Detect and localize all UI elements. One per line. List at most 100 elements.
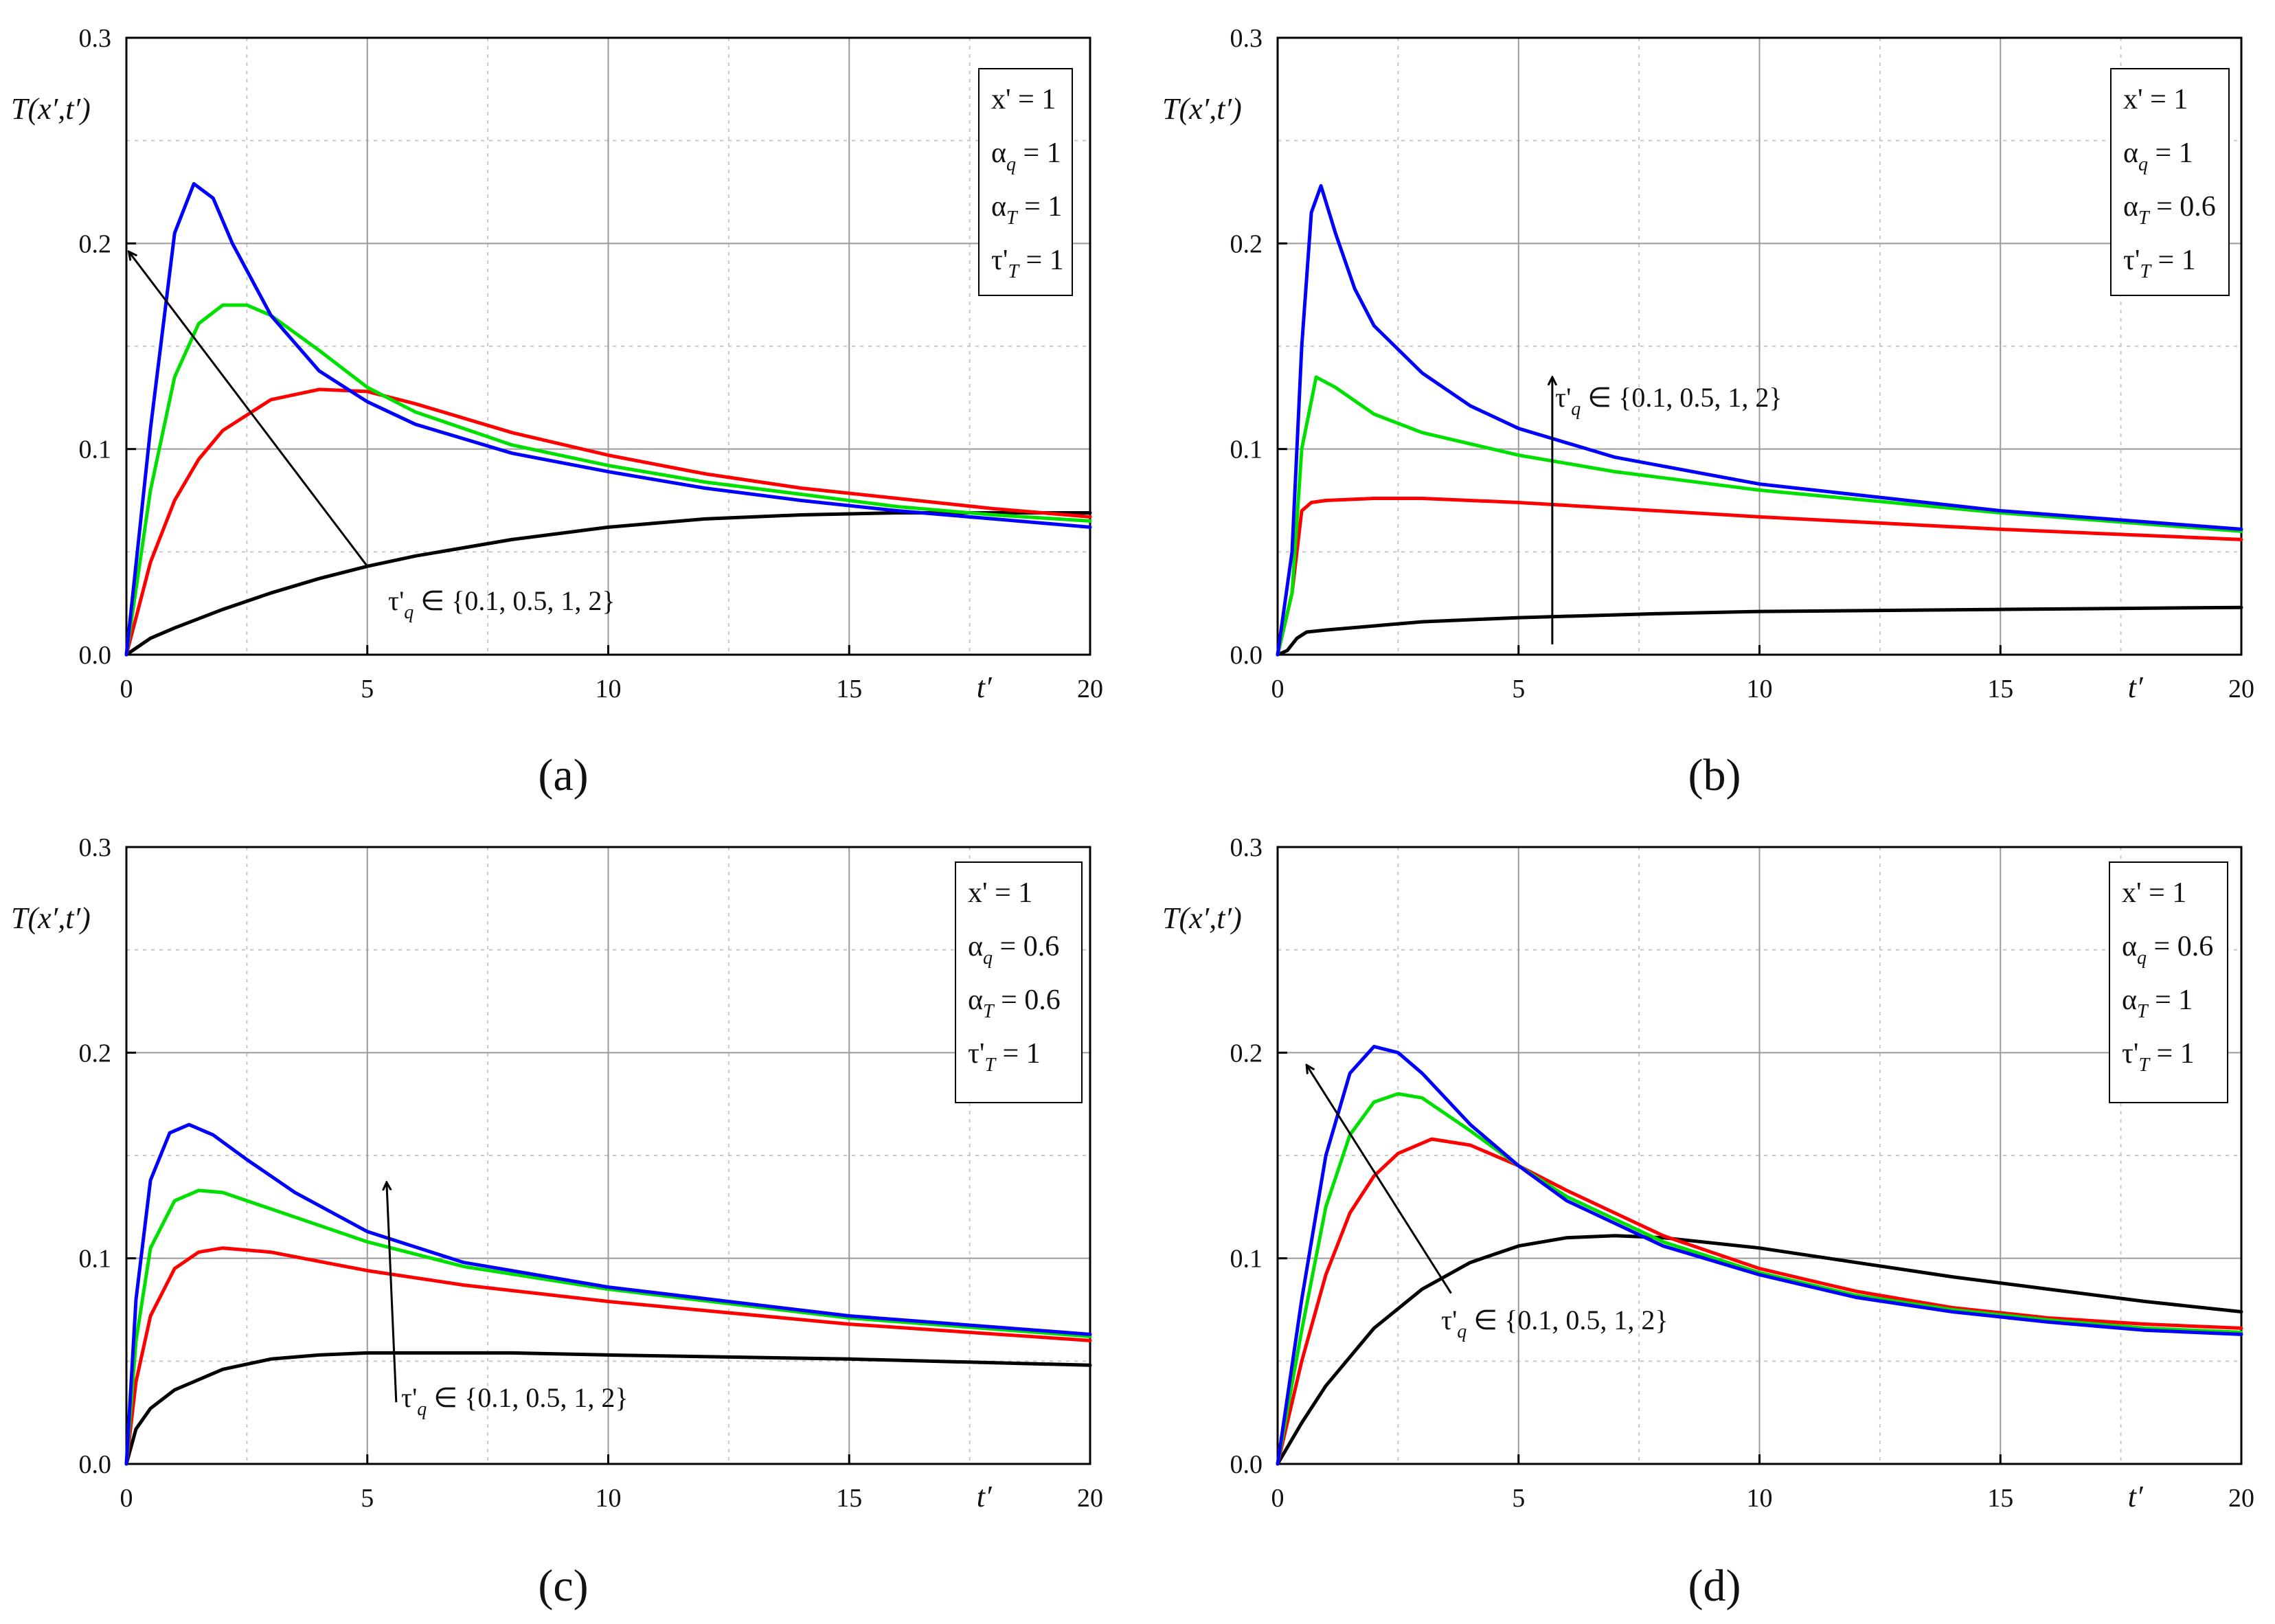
legend-rest: = 1 — [2149, 1038, 2195, 1070]
y-tick-label: 0.0 — [79, 1450, 112, 1479]
legend-entry: αT = 1 — [2122, 984, 2193, 1022]
y-tick-label: 0.0 — [1230, 641, 1263, 670]
panel-caption: (a) — [538, 750, 588, 800]
y-axis-title: T(x′,t′) — [11, 92, 91, 126]
legend-entry: αq = 1 — [991, 137, 1061, 175]
y-tick-label: 0.0 — [79, 641, 112, 670]
legend-rest: = 1 — [1019, 245, 1064, 276]
legend-main: τ' — [991, 245, 1008, 276]
x-tick-label: 15 — [1987, 675, 2013, 703]
legend-main: α — [2123, 191, 2138, 223]
y-axis-title: T(x′,t′) — [11, 901, 91, 935]
y-tick-label: 0.1 — [1230, 436, 1263, 464]
y-tick-label: 0.1 — [79, 436, 112, 464]
annotation-rest: ∈ {0.1, 0.5, 1, 2} — [1467, 1305, 1668, 1335]
series-line — [124, 182, 1092, 657]
y-tick-label: 0.2 — [1230, 1039, 1263, 1068]
y-axis-title: T(x′,t′) — [1162, 901, 1242, 935]
series-line — [124, 1246, 1092, 1466]
legend-box — [2109, 861, 2228, 1103]
series-line — [124, 1188, 1092, 1466]
legend-entry: αT = 0.6 — [968, 984, 1061, 1022]
x-tick-label: 5 — [361, 675, 374, 703]
x-tick-label: 10 — [1747, 1484, 1773, 1513]
annotation-subscript: q — [417, 1399, 427, 1420]
x-tick-label: 0 — [1271, 675, 1284, 703]
legend-subscript: q — [2137, 947, 2147, 969]
legend-entry: αq = 0.6 — [968, 931, 1059, 969]
legend-subscript: q — [1006, 154, 1016, 175]
annotation-main: τ' — [401, 1382, 417, 1413]
annotation-main: τ' — [1555, 382, 1571, 413]
annotation-label: τ'q ∈ {0.1, 0.5, 1, 2} — [388, 585, 615, 623]
x-tick-label: 15 — [836, 675, 862, 703]
y-tick-label: 0.2 — [79, 1039, 112, 1068]
x-tick-label: 15 — [1987, 1484, 2013, 1513]
legend-main: α — [991, 191, 1006, 223]
legend-subscript: T — [983, 1001, 995, 1022]
legend-entry: τ'T = 1 — [2123, 245, 2196, 282]
x-tick-label: 20 — [2228, 675, 2254, 703]
panel-caption: (b) — [1688, 750, 1741, 800]
legend-entry: αT = 0.6 — [2123, 191, 2216, 229]
x-tick-label: 5 — [361, 1484, 374, 1513]
annotation-label: τ'q ∈ {0.1, 0.5, 1, 2} — [1441, 1305, 1668, 1342]
y-tick-label: 0.0 — [1230, 1450, 1263, 1479]
y-axis-title: T(x′,t′) — [1162, 92, 1242, 126]
legend-subscript: q — [2138, 154, 2148, 175]
legend-main: α — [2123, 137, 2138, 169]
annotation-arrow — [387, 1182, 398, 1403]
x-axis-title: t′ — [2128, 670, 2144, 704]
annotation-main: τ' — [388, 585, 404, 616]
x-tick-label: 0 — [120, 1484, 133, 1513]
legend-entry: αq = 1 — [2123, 137, 2193, 175]
y-tick-label: 0.3 — [1230, 833, 1263, 862]
annotation-main: τ' — [1441, 1305, 1457, 1335]
y-tick-label: 0.2 — [79, 229, 112, 258]
series-line — [1276, 1044, 2243, 1466]
panel-caption: (d) — [1688, 1561, 1741, 1611]
legend-subscript: T — [2138, 207, 2151, 229]
x-axis-title: t′ — [977, 670, 993, 704]
x-tick-label: 10 — [1747, 675, 1773, 703]
series-line — [124, 303, 1092, 657]
legend-main: α — [991, 137, 1006, 169]
series-line — [1276, 1234, 2243, 1466]
legend-entry: x' = 1 — [968, 877, 1032, 909]
legend-rest: = 1 — [2148, 137, 2193, 169]
legend-box — [955, 861, 1083, 1103]
x-tick-label: 20 — [1077, 675, 1103, 703]
annotation-subscript: q — [1571, 398, 1581, 420]
legend-box — [978, 68, 1073, 296]
annotation-subscript: q — [1457, 1321, 1467, 1342]
legend-box — [2110, 68, 2230, 296]
x-tick-label: 0 — [1271, 1484, 1284, 1513]
chart-panel-d: 0 5 10 15 200.00.10.20.3T(x′,t′)t′x' = 1αq =… — [1162, 833, 2254, 1611]
legend-rest: = 0.6 — [993, 931, 1059, 962]
legend-rest: = 0.6 — [2147, 931, 2213, 962]
legend-main: α — [2122, 931, 2137, 962]
legend-subscript: T — [1008, 261, 1020, 282]
x-tick-label: 20 — [1077, 1484, 1103, 1513]
y-tick-label: 0.3 — [79, 833, 112, 862]
annotation-arrow — [129, 251, 368, 567]
legend-rest: = 1 — [1017, 191, 1063, 223]
y-tick-label: 0.1 — [1230, 1245, 1263, 1274]
legend-entry: x' = 1 — [991, 84, 1056, 115]
legend-rest: = 1 — [2148, 984, 2193, 1016]
legend-main: α — [968, 931, 983, 962]
legend-subscript: T — [2140, 261, 2152, 282]
series-line — [1276, 497, 2243, 657]
chart-panel-a: 0 5 10 15 20 0.0 0.1 0.2 0.3 T(x′,t′) t′ x' = 1 αq =… — [11, 24, 1103, 800]
x-axis-title: t′ — [977, 1480, 993, 1513]
x-tick-label: 5 — [1512, 1484, 1525, 1513]
y-tick-label: 0.3 — [79, 24, 112, 53]
legend-entry: τ'T = 1 — [2122, 1038, 2195, 1076]
legend-rest: = 1 — [1016, 137, 1061, 169]
chart-panel-c: 0 5 10 15 200.00.10.20.3T(x′,t′)t′x' = 1αq =… — [11, 833, 1103, 1611]
legend-main: τ' — [2123, 245, 2140, 276]
legend-main: α — [2122, 984, 2137, 1016]
x-tick-label: 0 — [120, 675, 133, 703]
x-tick-label: 10 — [596, 675, 622, 703]
